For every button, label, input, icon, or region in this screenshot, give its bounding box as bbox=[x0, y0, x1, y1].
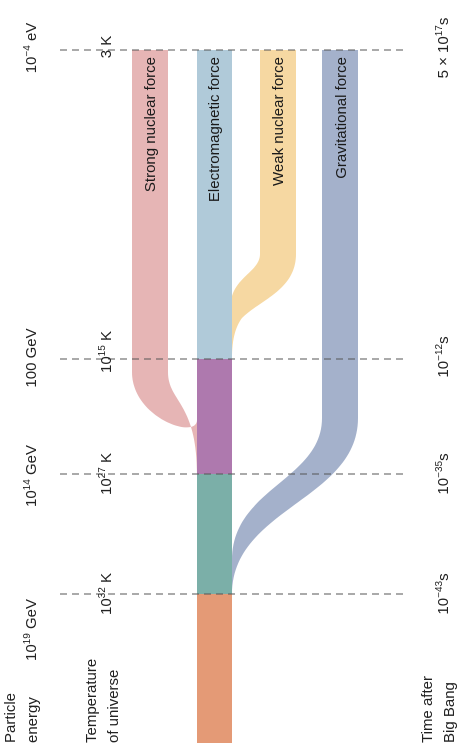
time-value: 10−43s bbox=[434, 573, 452, 614]
time-value: 10−12s bbox=[434, 336, 452, 377]
temperature-header: of universe bbox=[105, 670, 122, 743]
unified-force-band bbox=[197, 594, 232, 743]
weak-force-band bbox=[232, 50, 296, 359]
electromagnetic-force-band bbox=[197, 50, 232, 359]
temperature-value: 1027 K bbox=[97, 453, 115, 495]
gravitational-force-label: Gravitational force bbox=[333, 57, 350, 179]
temperature-value: 3 K bbox=[98, 36, 115, 59]
temperature-value: 1015 K bbox=[97, 331, 115, 373]
particle-energy-header: energy bbox=[24, 697, 41, 743]
temperature-header: Temperature bbox=[83, 659, 100, 743]
time-value: 5 × 1017s bbox=[434, 18, 452, 79]
energy-value: 10−4 eV bbox=[22, 23, 40, 74]
particle-energy-header: Particle bbox=[2, 693, 19, 743]
strong-force-label: Strong nuclear force bbox=[142, 57, 159, 192]
time-value: 10−35s bbox=[434, 453, 452, 494]
strong-force-band bbox=[132, 50, 197, 474]
temperature-value: 1032 K bbox=[97, 573, 115, 615]
time-header: Time after bbox=[419, 676, 436, 743]
weak-force-label: Weak nuclear force bbox=[270, 57, 287, 186]
energy-value: 1019 GeV bbox=[22, 599, 40, 661]
energy-value: 100 GeV bbox=[23, 328, 40, 387]
electromagnetic-force-label: Electromagnetic force bbox=[206, 57, 223, 202]
time-header: Big Bang bbox=[441, 682, 458, 743]
energy-value: 1014 GeV bbox=[22, 445, 40, 507]
grand-unified-band bbox=[197, 474, 232, 594]
gravitational-force-band bbox=[232, 50, 358, 594]
electroweak-band bbox=[197, 359, 232, 474]
